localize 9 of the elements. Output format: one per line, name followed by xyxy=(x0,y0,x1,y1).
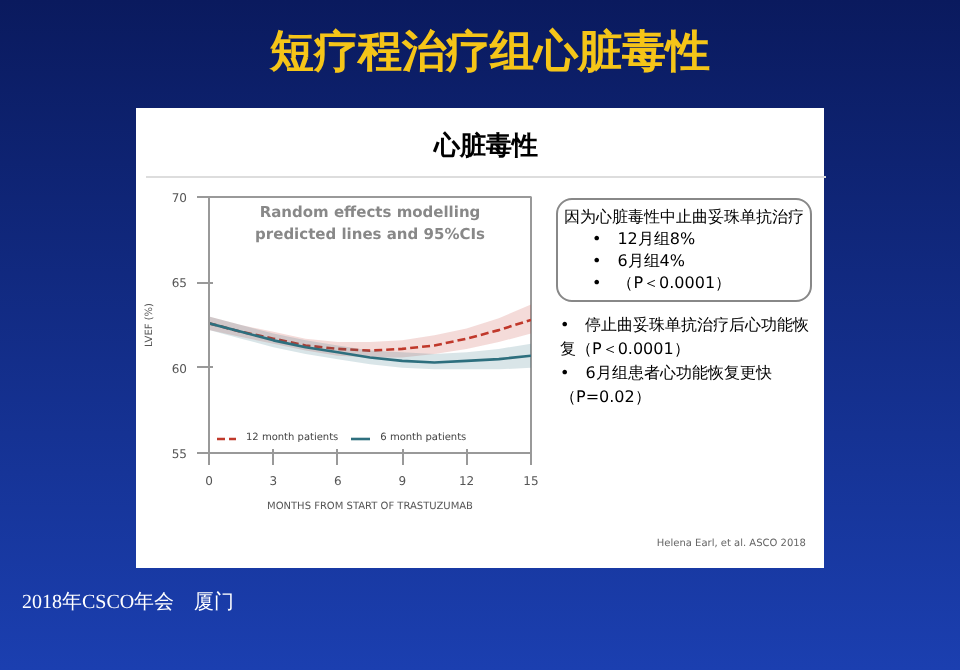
text: • 12月组8% xyxy=(592,228,698,250)
text: 因为心脏毒性中止曲妥珠单抗治疗 xyxy=(564,208,804,226)
text: 心脏毒性 xyxy=(434,129,538,166)
text: • 6月组患者心功能恢复更快（P=0.02） xyxy=(560,362,774,410)
text: • （P＜0.0001） xyxy=(592,272,734,294)
text: • 停止曲妥珠单抗治疗后心功能恢复（P＜0.0001） xyxy=(560,314,812,362)
text: 短疗程治疗组心脏毒性 xyxy=(270,25,710,82)
text: 2018年CSCO年会 厦门 xyxy=(22,589,235,618)
text: • 6月组4% xyxy=(592,250,687,272)
